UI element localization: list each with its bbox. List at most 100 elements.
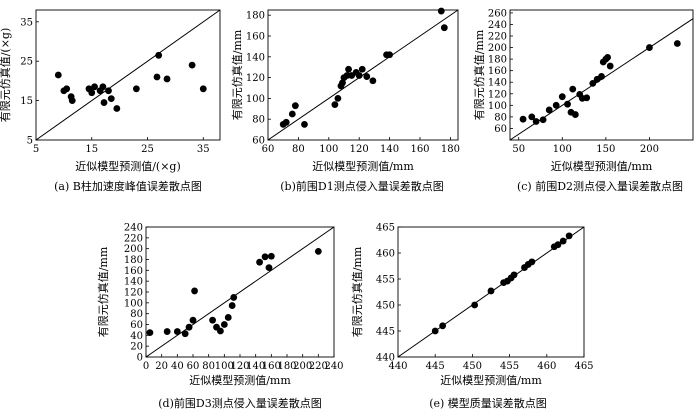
data-point (532, 118, 540, 125)
data-point (528, 113, 536, 121)
data-point (554, 241, 562, 249)
x-tick-label: 455 (500, 361, 519, 372)
data-point (471, 301, 479, 309)
chart-panel-c: 50 100 150 20060801001201401601802002202402… (472, 8, 694, 193)
y-tick-label: 180 (124, 255, 143, 266)
data-point (565, 232, 573, 240)
x-tick-label: 460 (537, 361, 556, 372)
data-point (163, 75, 171, 83)
x-tick-label: 80 (202, 361, 215, 372)
x-tick-label: 180 (277, 361, 296, 372)
data-point (301, 121, 308, 128)
data-point (558, 93, 566, 101)
plot-frame-b (267, 9, 459, 141)
x-tick-label: 240 (324, 361, 343, 372)
x-tick-label: 35 (197, 144, 210, 155)
x-tick-label: 440 (388, 361, 407, 372)
y-tick-label: 160 (246, 32, 265, 43)
data-point (107, 95, 115, 103)
y-tick-label: 450 (376, 301, 395, 312)
data-point (598, 73, 605, 80)
data-point (199, 85, 207, 93)
data-point (220, 321, 228, 328)
y-tick-label: 160 (124, 266, 143, 277)
x-tick-label: 0 (143, 361, 149, 372)
x-tick-label: 120 (350, 144, 369, 155)
data-point (606, 62, 614, 70)
x-tick-label: 180 (441, 144, 460, 155)
y-tick-label: 120 (246, 73, 265, 84)
x-tick-label: 40 (171, 361, 184, 372)
data-point (539, 116, 547, 124)
data-point (153, 73, 161, 81)
x-tick-label: 200 (640, 144, 659, 155)
x-tick-label: 220 (309, 361, 328, 372)
y-tick-label: 200 (124, 244, 143, 255)
data-point (209, 316, 216, 324)
data-point (88, 89, 96, 97)
y-tick-label: 60 (252, 136, 265, 147)
y-tick-label: 260 (488, 8, 507, 19)
data-point (132, 85, 140, 93)
y-tick-label: 160 (488, 66, 507, 77)
y-tick-label: 240 (488, 20, 507, 31)
data-point (188, 61, 196, 69)
caption-d: (d)前围D3测点侵入量误差散点图 (158, 396, 321, 410)
data-point (256, 258, 263, 266)
reference-line-d (145, 226, 335, 358)
y-tick-label: 180 (246, 11, 265, 22)
caption-a: (a) B柱加速度峰值误差散点图 (54, 179, 202, 193)
caption-e: (e) 模型质量误差散点图 (429, 396, 547, 410)
plot-frame-e (397, 226, 585, 358)
x-tick-label: 100 (319, 144, 338, 155)
data-point (331, 101, 339, 109)
plot-frame-c (509, 9, 694, 141)
y-axis-label-b: 有限元仿真值/mm (230, 29, 244, 120)
data-point (559, 237, 567, 245)
data-point (369, 77, 377, 85)
x-tick-label: 25 (141, 144, 154, 155)
data-point (163, 328, 171, 335)
y-tick-label: 35 (20, 17, 33, 28)
data-point (646, 44, 653, 51)
y-tick-label: 455 (376, 275, 395, 286)
x-tick-label: 200 (293, 361, 312, 372)
data-point (339, 79, 346, 87)
y-tick-label: 100 (246, 94, 265, 105)
x-axis-label-e: 近似模型预测值/mm (440, 373, 542, 387)
y-axis-label-c: 有限元仿真值/mm (472, 29, 486, 120)
y-tick-label: 440 (376, 353, 395, 364)
data-point (185, 323, 193, 331)
y-tick-label: 60 (130, 320, 143, 331)
x-tick-label: 15 (85, 144, 98, 155)
y-tick-label: 200 (488, 43, 507, 54)
y-tick-label: 220 (124, 233, 143, 244)
x-tick-label: 445 (426, 361, 445, 372)
data-point (261, 253, 269, 261)
data-point (91, 83, 98, 91)
x-tick-label: 80 (292, 144, 305, 155)
data-point (552, 101, 560, 109)
data-point (345, 65, 352, 73)
y-tick-label: 460 (376, 249, 395, 260)
y-tick-label: 60 (494, 124, 507, 135)
y-tick-label: 445 (376, 327, 395, 338)
data-point (54, 71, 62, 79)
data-point (673, 40, 681, 47)
data-point (189, 316, 197, 324)
data-point (113, 105, 121, 112)
data-point (99, 83, 107, 91)
data-point (63, 85, 71, 93)
data-point (217, 327, 224, 335)
data-point (439, 322, 447, 330)
x-tick-label: 20 (155, 361, 168, 372)
y-tick-label: 20 (130, 342, 143, 353)
reference-line-a (35, 9, 221, 141)
x-tick-label: 50 (512, 144, 525, 155)
data-point (146, 329, 154, 337)
data-point (191, 287, 198, 295)
y-axis-label-a: 有限元仿真值/(×g) (0, 28, 12, 123)
y-tick-label: 140 (246, 52, 265, 63)
caption-b: (b)前围D1测点侵入量误差散点图 (280, 179, 443, 193)
